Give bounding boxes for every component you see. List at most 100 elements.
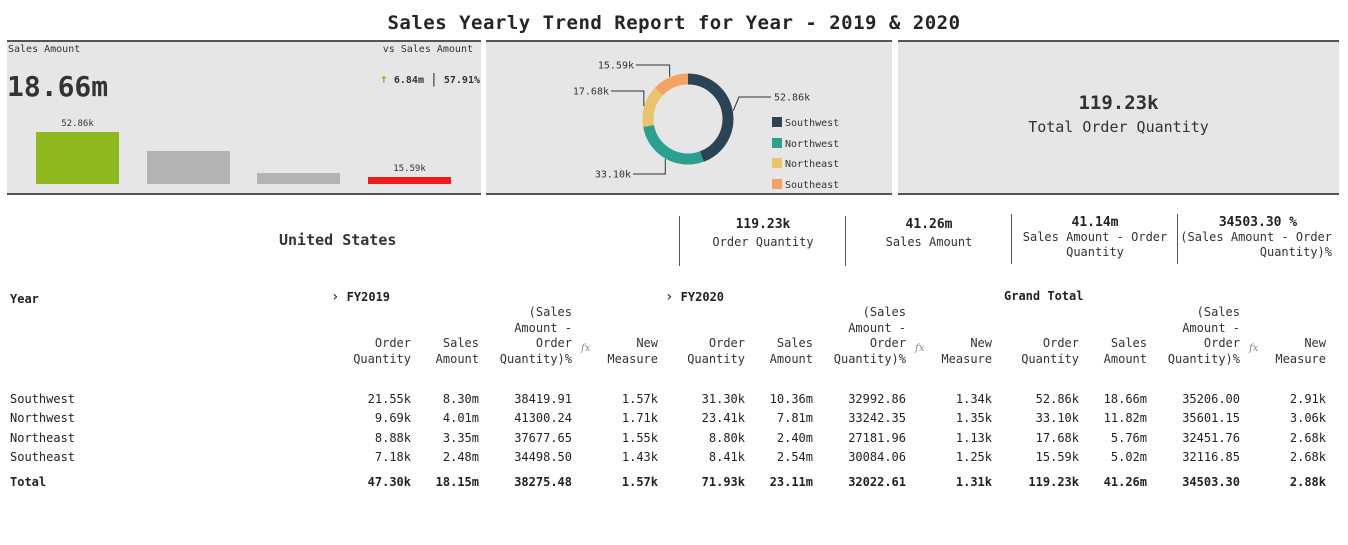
sales-amount-card[interactable]: Sales Amount 18.66m vs Sales Amount ↑ 6.… [7, 40, 481, 195]
column-header[interactable]: (Sales Amount - Order Quantity)% [1168, 305, 1240, 367]
legend-label: Southwest [785, 118, 840, 129]
mini-bar[interactable] [36, 132, 119, 184]
table-cell: 4.01m [442, 411, 479, 425]
group-header-fy2019[interactable]: › FY2019 [331, 289, 390, 305]
legend-item-northeast[interactable]: Northeast [772, 158, 839, 170]
donut-slice-northeast[interactable] [642, 73, 734, 165]
delta-amount: 6.84m [393, 75, 424, 86]
kpi-sales-minus-qty-value: 41.14m [1071, 215, 1119, 230]
country-label: United States [279, 231, 397, 249]
table-cell: 7.81m [776, 411, 813, 425]
total-cell: 47.30k [367, 475, 411, 489]
table-cell: 38419.91 [514, 392, 572, 406]
column-header-line: Order [1042, 336, 1079, 350]
total-cell: 1.31k [955, 475, 992, 489]
column-header-line: Amount [435, 351, 479, 366]
column-header[interactable]: Sales Amount [1104, 336, 1147, 367]
donut-chart[interactable]: 52.86k 33.10k 17.68k 15.59k [486, 42, 892, 193]
legend-item-southeast[interactable]: Southeast [772, 178, 840, 191]
kpi-sales-amount: 41.26m Sales Amount [845, 216, 1012, 266]
column-header-line: Order [535, 336, 572, 350]
group-label: FY2019 [346, 290, 391, 304]
column-header-line: Sales [442, 336, 479, 350]
table-cell: 8.30m [442, 392, 479, 406]
kpi-sales-minus-qty-label: Sales Amount - Order Quantity [1022, 230, 1168, 259]
mini-bar[interactable] [257, 173, 340, 184]
mini-bar[interactable] [147, 151, 230, 184]
region-donut-card[interactable]: 52.86k 33.10k 17.68k 15.59k Southwest Northw… [486, 40, 892, 195]
total-cell: 34503.30 [1182, 475, 1240, 489]
table-cell: 32992.86 [848, 392, 906, 406]
column-header[interactable]: Order Quantity [353, 336, 411, 367]
column-header[interactable]: (Sales Amount - Order Quantity)% [834, 305, 906, 367]
column-header-line: (Sales [528, 305, 572, 319]
column-header-line: Quantity)% [499, 351, 572, 366]
legend-item-northwest[interactable]: Northwest [772, 137, 840, 150]
chevron-right-icon[interactable]: › [665, 289, 674, 305]
column-header[interactable]: (Sales Amount - Order Quantity)% [500, 305, 572, 367]
total-cell: 38275.48 [514, 475, 572, 489]
column-header-line: Order [708, 336, 745, 350]
table-cell: 1.57k [621, 392, 658, 406]
donut-slice-southeast[interactable] [642, 73, 734, 165]
group-header-fy2020[interactable]: › FY2020 [665, 289, 724, 305]
fx-icon: fx [915, 343, 925, 354]
table-cell: 1.25k [955, 450, 992, 464]
total-order-quantity-label: Total Order Quantity [1028, 118, 1209, 136]
total-cell: 71.93k [701, 475, 745, 489]
column-header[interactable]: Sales Amount [770, 336, 813, 367]
column-header[interactable]: New Measure [1275, 336, 1326, 367]
table-cell: 8.88k [374, 431, 411, 445]
table-cell: 33.10k [1035, 411, 1079, 425]
kpi-order-quantity-value: 119.23k [735, 217, 791, 232]
table-cell: 1.71k [621, 411, 658, 425]
legend-label: Northwest [785, 138, 840, 150]
table-cell: 35206.00 [1182, 392, 1240, 406]
column-header[interactable]: New Measure [607, 336, 658, 367]
column-header[interactable]: Sales Amount [436, 336, 479, 367]
legend-label: Southeast [785, 179, 840, 191]
mini-bar-label: 52.86k [61, 119, 94, 129]
column-header-line: (Sales [862, 305, 906, 319]
legend-swatch [772, 117, 782, 127]
table-cell: 37677.65 [514, 431, 572, 445]
legend-item-southwest[interactable]: Southwest [772, 117, 839, 129]
column-header-line: Amount - [1182, 320, 1240, 335]
table-cell: 1.13k [955, 431, 992, 445]
total-cell: 23.11m [769, 475, 813, 489]
table-cell: 1.34k [955, 392, 992, 406]
donut-data-label: 15.59k [598, 61, 634, 72]
column-header-line: Order [869, 336, 906, 350]
table-cell: 1.55k [621, 431, 658, 445]
chevron-right-icon[interactable]: › [331, 289, 340, 305]
total-cell: 119.23k [1028, 475, 1079, 489]
table-cell: 2.40m [776, 431, 813, 445]
table-cell: 10.36m [769, 392, 813, 406]
table-cell: 31.30k [701, 392, 745, 406]
table-cell: 1.35k [955, 411, 992, 425]
column-header-line: New [636, 336, 658, 350]
column-header-line: Measure [941, 351, 992, 366]
sales-delta: ↑ 6.84m | 57.91% [380, 72, 480, 87]
table-cell: 9.69k [374, 411, 411, 425]
row-label: Northwest [10, 411, 76, 425]
table-cell: 2.48m [442, 450, 479, 464]
column-header-line: Measure [607, 351, 658, 366]
donut-data-label: 17.68k [573, 87, 609, 98]
column-header[interactable]: New Measure [941, 336, 992, 367]
table-cell: 35601.15 [1182, 411, 1240, 425]
mini-bar[interactable] [368, 177, 451, 184]
column-header[interactable]: Order Quantity [1021, 336, 1079, 367]
kpi-sales-minus-qty-pct: 34503.30 % (Sales Amount - Order Quantit… [1177, 214, 1338, 264]
vs-sales-label: vs Sales Amount [382, 44, 473, 55]
column-header-line: New [1304, 336, 1326, 350]
legend-label: Northeast [785, 159, 840, 170]
column-header-line: Sales [1110, 336, 1147, 350]
table-cell: 23.41k [701, 411, 745, 425]
donut-leader-line [633, 159, 666, 175]
table-cell: 18.66m [1103, 392, 1147, 406]
table-cell: 2.68k [1289, 431, 1326, 445]
donut-slice-northwest[interactable] [642, 73, 734, 165]
column-header[interactable]: Order Quantity [687, 336, 745, 367]
fx-icon: fx [581, 343, 591, 354]
